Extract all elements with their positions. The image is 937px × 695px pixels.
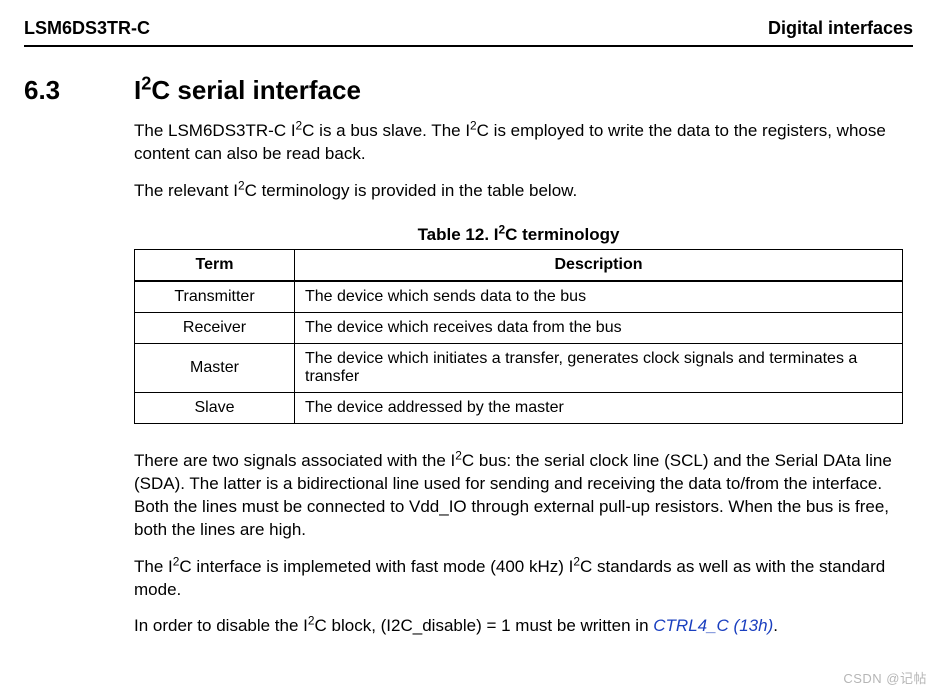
header-chapter-title: Digital interfaces: [768, 18, 913, 39]
watermark: CSDN @记帖: [843, 668, 927, 687]
table-row: Transmitter The device which sends data …: [135, 281, 903, 313]
p2-t1: The relevant I: [134, 181, 238, 200]
section-number: 6.3: [24, 75, 134, 106]
p4-t1: The I: [134, 557, 173, 576]
table-header-row: Term Description: [135, 249, 903, 281]
section-title-sup: 2: [141, 73, 151, 93]
table-cell-desc: The device which initiates a transfer, g…: [295, 343, 903, 392]
paragraph-3: There are two signals associated with th…: [134, 450, 903, 542]
section-title-text-post: C serial interface: [151, 75, 361, 105]
table-cell-term: Master: [135, 343, 295, 392]
table-cell-term: Slave: [135, 392, 295, 423]
p5-t1: In order to disable the I: [134, 616, 308, 635]
paragraph-2: The relevant I2C terminology is provided…: [134, 180, 903, 203]
table-caption: Table 12. I2C terminology: [134, 225, 903, 245]
table-row: Receiver The device which receives data …: [135, 312, 903, 343]
table-row: Slave The device addressed by the master: [135, 392, 903, 423]
table-cell-term: Transmitter: [135, 281, 295, 313]
table-caption-post: C terminology: [505, 225, 619, 244]
p5-t3: .: [773, 616, 778, 635]
table-head-desc: Description: [295, 249, 903, 281]
section-heading: 6.3 I2C serial interface: [24, 75, 913, 106]
table-cell-desc: The device addressed by the master: [295, 392, 903, 423]
table-row: Master The device which initiates a tran…: [135, 343, 903, 392]
table-cell-desc: The device which sends data to the bus: [295, 281, 903, 313]
register-link[interactable]: CTRL4_C (13h): [653, 616, 773, 635]
paragraph-4: The I 2C interface is implemeted with fas…: [134, 556, 903, 602]
p3-t1: There are two signals associated with th…: [134, 451, 455, 470]
section-title: I2C serial interface: [134, 75, 361, 106]
p3-sup1: 2: [455, 448, 462, 462]
p5-sup1: 2: [308, 614, 315, 628]
p4-t2: C interface is implemeted with fast mode…: [179, 557, 573, 576]
p1-t2: C is a bus slave. The I: [302, 121, 470, 140]
table-cell-term: Receiver: [135, 312, 295, 343]
p1-sup2: 2: [470, 118, 477, 132]
paragraph-1: The LSM6DS3TR-C I 2C is a bus slave. The …: [134, 120, 903, 166]
section-body: The LSM6DS3TR-C I2C is a bus slave. The …: [134, 120, 903, 638]
paragraph-5: In order to disable the I2C block, (I2C_…: [134, 615, 903, 638]
p1-t1: The LSM6DS3TR-C I: [134, 121, 296, 140]
table-cell-desc: The device which receives data from the …: [295, 312, 903, 343]
p2-t2: C terminology is provided in the table b…: [245, 181, 578, 200]
table-caption-pre: Table 12. I: [418, 225, 499, 244]
terminology-table: Term Description Transmitter The device …: [134, 249, 903, 424]
p5-t2: C block, (I2C_disable) = 1 must be writt…: [315, 616, 654, 635]
table-head-term: Term: [135, 249, 295, 281]
p4-sup2: 2: [573, 554, 580, 568]
page-header: LSM6DS3TR-C Digital interfaces: [24, 18, 913, 47]
p2-sup1: 2: [238, 178, 245, 192]
header-device-name: LSM6DS3TR-C: [24, 18, 150, 39]
